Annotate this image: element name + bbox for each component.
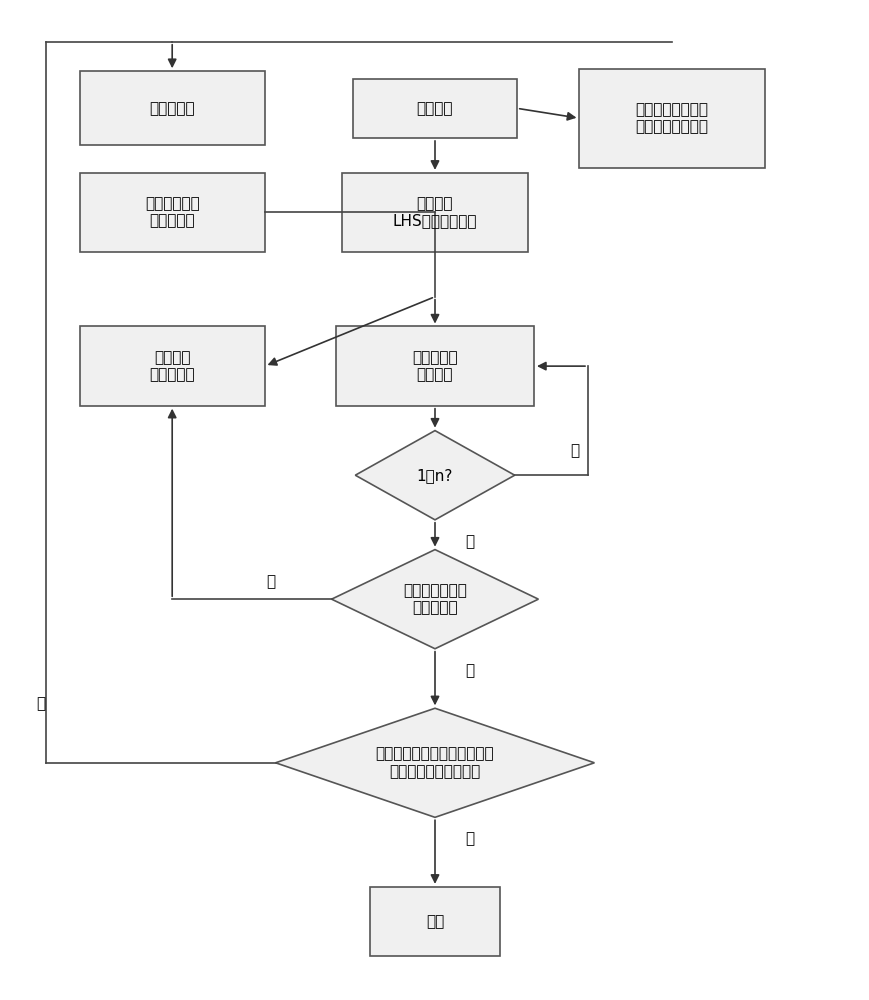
Text: 理论模型: 理论模型 xyxy=(416,101,453,116)
Text: 否: 否 xyxy=(267,574,275,589)
Text: 初始二次
响应面模型: 初始二次 响应面模型 xyxy=(149,350,195,382)
Bar xyxy=(579,69,764,168)
Text: 输出: 输出 xyxy=(426,914,443,929)
Bar xyxy=(370,887,499,956)
Text: 是: 是 xyxy=(464,832,474,847)
Text: 是: 是 xyxy=(464,534,474,549)
Polygon shape xyxy=(355,431,514,520)
Text: 否: 否 xyxy=(570,443,579,458)
Text: 确定性模型修正确
定待修正参数均值: 确定性模型修正确 定待修正参数均值 xyxy=(634,102,707,134)
Bar xyxy=(79,326,264,406)
Text: 修正后区间小于
初始区间？: 修正后区间小于 初始区间？ xyxy=(402,583,467,615)
Text: 1＜n?: 1＜n? xyxy=(416,468,453,483)
Bar xyxy=(335,326,534,406)
Bar xyxy=(79,71,264,145)
Polygon shape xyxy=(275,708,594,817)
Text: 待修正参数初
始超立方体: 待修正参数初 始超立方体 xyxy=(144,196,199,229)
Text: 修正后模型: 修正后模型 xyxy=(149,101,195,116)
Text: 不确定参数
迭代修正: 不确定参数 迭代修正 xyxy=(412,350,457,382)
Text: 修正参数区间下代理模型输出
是否与测量范围一致？: 修正参数区间下代理模型输出 是否与测量范围一致？ xyxy=(375,747,494,779)
Text: 否: 否 xyxy=(36,696,46,711)
Bar xyxy=(353,79,516,138)
Polygon shape xyxy=(331,550,538,649)
Text: 试验模型
LHS取样测量结果: 试验模型 LHS取样测量结果 xyxy=(392,196,477,229)
Bar xyxy=(342,173,527,252)
Bar xyxy=(79,173,264,252)
Text: 是: 是 xyxy=(464,663,474,678)
